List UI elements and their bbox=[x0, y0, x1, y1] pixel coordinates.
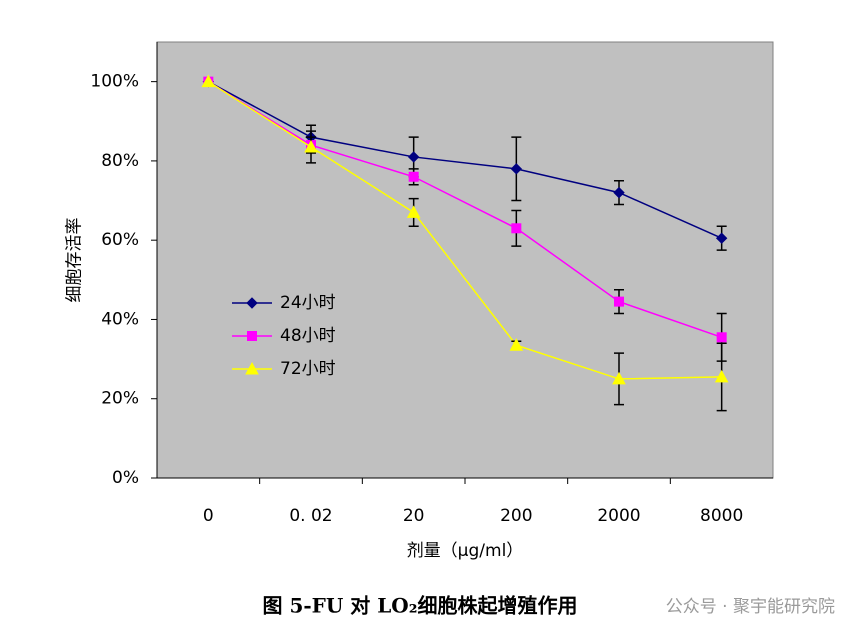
y-axis-label: 细胞存活率 bbox=[65, 218, 85, 303]
series-line bbox=[207, 81, 722, 380]
y-tick-label: 80% bbox=[101, 151, 139, 171]
data-point bbox=[509, 338, 524, 351]
legend-marker bbox=[246, 297, 258, 309]
data-point bbox=[406, 205, 421, 218]
data-point bbox=[716, 332, 727, 343]
y-tick-label: 20% bbox=[101, 389, 139, 409]
x-tick-label: 0 bbox=[203, 506, 214, 526]
x-tick-label: 2000 bbox=[597, 506, 640, 526]
data-point bbox=[613, 186, 625, 199]
y-tick-label: 0% bbox=[112, 468, 139, 488]
data-point bbox=[614, 296, 624, 307]
series-line bbox=[207, 80, 722, 338]
x-tick-label: 0. 02 bbox=[289, 506, 332, 526]
y-tick-label: 100% bbox=[90, 72, 139, 92]
legend-label: 72小时 bbox=[280, 359, 336, 379]
y-tick-label: 60% bbox=[101, 230, 139, 250]
data-point bbox=[612, 371, 626, 385]
legend-label: 24小时 bbox=[280, 293, 336, 313]
y-tick-label: 40% bbox=[101, 309, 139, 329]
legend-label: 48小时 bbox=[280, 326, 336, 346]
x-axis-label: 剂量（μg/ml） bbox=[407, 541, 524, 561]
watermark: 公众号 · 聚宇能研究院 bbox=[666, 597, 835, 617]
legend-marker bbox=[245, 361, 259, 375]
x-tick-label: 20 bbox=[403, 506, 425, 526]
data-point bbox=[408, 171, 419, 182]
data-point bbox=[510, 163, 523, 175]
x-tick-label: 8000 bbox=[700, 506, 743, 526]
x-tick-label: 200 bbox=[500, 506, 532, 526]
data-point bbox=[511, 223, 522, 234]
data-point bbox=[714, 369, 729, 383]
data-point bbox=[304, 139, 318, 153]
caption: 图 5-FU 对 LO₂细胞株起增殖作用 bbox=[263, 594, 578, 618]
data-point bbox=[715, 232, 728, 244]
series-line bbox=[207, 80, 722, 239]
data-point bbox=[407, 151, 420, 163]
data-point bbox=[201, 74, 216, 88]
legend-marker bbox=[247, 331, 257, 341]
